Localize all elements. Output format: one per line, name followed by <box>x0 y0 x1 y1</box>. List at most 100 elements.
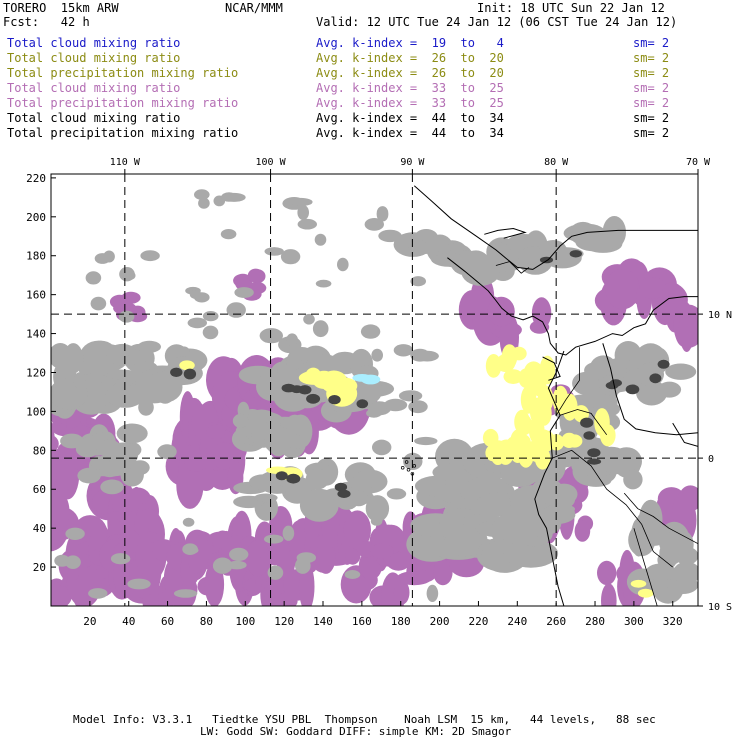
purple-precip-blob <box>393 580 410 605</box>
model-name: TORERO 15km ARW <box>3 1 119 15</box>
yellow-field <box>179 344 654 598</box>
gray-cloud-blob <box>289 197 313 207</box>
dark-cloud-core <box>625 384 640 395</box>
gray-cloud-blob <box>349 490 369 507</box>
purple-precip-blob <box>529 320 550 334</box>
gray-cloud-blob <box>65 527 85 540</box>
gray-cloud-blob <box>426 584 439 603</box>
dark-field <box>170 250 670 498</box>
coastline <box>413 185 698 270</box>
x-tick-label: 100 <box>235 615 255 628</box>
legend-kindex: Avg. k-index = 33 to 25 <box>316 96 504 110</box>
x-tick-label: 180 <box>391 615 411 628</box>
gray-cloud-blob <box>589 355 618 381</box>
y-tick-label: 100 <box>26 405 46 418</box>
dark-cloud-core <box>328 395 341 405</box>
gray-cloud-blob <box>97 439 121 456</box>
gray-cloud-blob <box>305 468 330 490</box>
country-border <box>559 409 608 436</box>
legend-label: Total cloud mixing ratio <box>7 36 181 50</box>
y-tick-label: 200 <box>26 211 46 224</box>
gray-cloud-blob <box>315 279 332 288</box>
legend-kindex: Avg. k-index = 44 to 34 <box>316 126 504 140</box>
y-tick-label: 60 <box>33 483 46 496</box>
coastline <box>447 257 698 356</box>
purple-precip-blob <box>176 462 204 509</box>
gray-cloud-blob <box>143 371 183 403</box>
yellow-precip-blob <box>485 354 502 378</box>
dark-cloud-core <box>539 256 554 264</box>
gray-cloud-blob <box>138 398 154 416</box>
gray-cloud-blob <box>297 204 310 221</box>
valid-time: Valid: 12 UTC Tue 24 Jan 12 (06 CST Tue … <box>316 15 678 29</box>
purple-precip-blob <box>662 282 682 298</box>
gray-cloud-blob <box>383 398 408 412</box>
purple-precip-blob <box>574 520 591 542</box>
gray-cloud-blob <box>371 348 384 362</box>
yellow-precip-blob <box>637 588 654 598</box>
dark-cloud-core <box>286 473 301 484</box>
gray-cloud-blob <box>263 427 299 455</box>
dark-cloud-core <box>580 417 594 428</box>
gray-cloud-blob <box>410 276 427 287</box>
yellow-precip-blob <box>503 369 523 384</box>
gray-cloud-blob <box>77 467 101 484</box>
x-tick-label: 60 <box>161 615 174 628</box>
yellow-precip-blob <box>515 434 532 453</box>
legend-smoothing: sm= 2 <box>633 51 670 65</box>
purple-precip-blob <box>358 550 383 580</box>
legend-label: Total precipitation mixing ratio <box>7 96 239 110</box>
dark-cloud-core <box>583 431 595 440</box>
gray-cloud-blob <box>254 493 278 503</box>
gray-cloud-blob <box>60 433 84 449</box>
purple-precip-blob <box>531 297 552 329</box>
country-border <box>555 347 580 416</box>
gray-cloud-blob <box>285 481 309 501</box>
gray-cloud-blob <box>398 390 423 402</box>
gray-cloud-blob <box>544 504 575 522</box>
gray-cloud-blob <box>296 552 316 564</box>
y-tick-label: 20 <box>33 561 46 574</box>
gray-cloud-blob <box>645 563 677 581</box>
legend-kindex: Avg. k-index = 26 to 20 <box>316 66 504 80</box>
gray-cloud-blob <box>503 539 559 568</box>
gray-cloud-blob <box>303 313 315 325</box>
gray-cloud-blob <box>103 250 115 263</box>
x-tick-label: 200 <box>430 615 450 628</box>
yellow-precip-blob <box>536 429 552 448</box>
longitude-label: 110 W <box>110 157 141 168</box>
gray-cloud-blob <box>393 344 414 357</box>
legend-kindex: Avg. k-index = 33 to 25 <box>316 81 504 95</box>
dark-cloud-core <box>183 368 197 380</box>
dark-cloud-core <box>569 250 582 258</box>
field-layer <box>51 189 698 606</box>
purple-precip-blob <box>247 268 264 283</box>
gray-cloud-blob <box>229 547 249 562</box>
legend-label: Total precipitation mixing ratio <box>7 66 239 80</box>
dark-cloud-core <box>298 385 312 395</box>
yellow-precip-blob <box>600 424 616 447</box>
cyan-field <box>352 374 381 385</box>
gray-cloud-blob <box>623 469 643 490</box>
galapagos-island <box>406 468 411 472</box>
gray-cloud-blob <box>157 444 177 460</box>
gray-cloud-blob <box>360 324 381 339</box>
x-tick-label: 300 <box>624 615 644 628</box>
country-border <box>495 261 530 274</box>
x-tick-label: 140 <box>313 615 333 628</box>
gray-cloud-blob <box>130 460 150 475</box>
gray-cloud-blob <box>312 320 329 338</box>
gray-cloud-blob <box>414 436 438 446</box>
yellow-precip-blob <box>527 419 544 433</box>
gray-cloud-blob <box>673 561 698 585</box>
legend-label: Total cloud mixing ratio <box>7 81 181 95</box>
purple-precip-blob <box>605 269 641 310</box>
yellow-precip-blob <box>179 360 195 371</box>
x-tick-label: 260 <box>546 615 566 628</box>
gray-cloud-blob <box>127 578 151 590</box>
gray-cloud-blob <box>286 434 307 449</box>
gray-cloud-blob <box>140 250 160 262</box>
coastline <box>534 350 565 606</box>
dark-cloud-core <box>649 373 662 384</box>
gray-cloud-blob <box>90 296 107 311</box>
